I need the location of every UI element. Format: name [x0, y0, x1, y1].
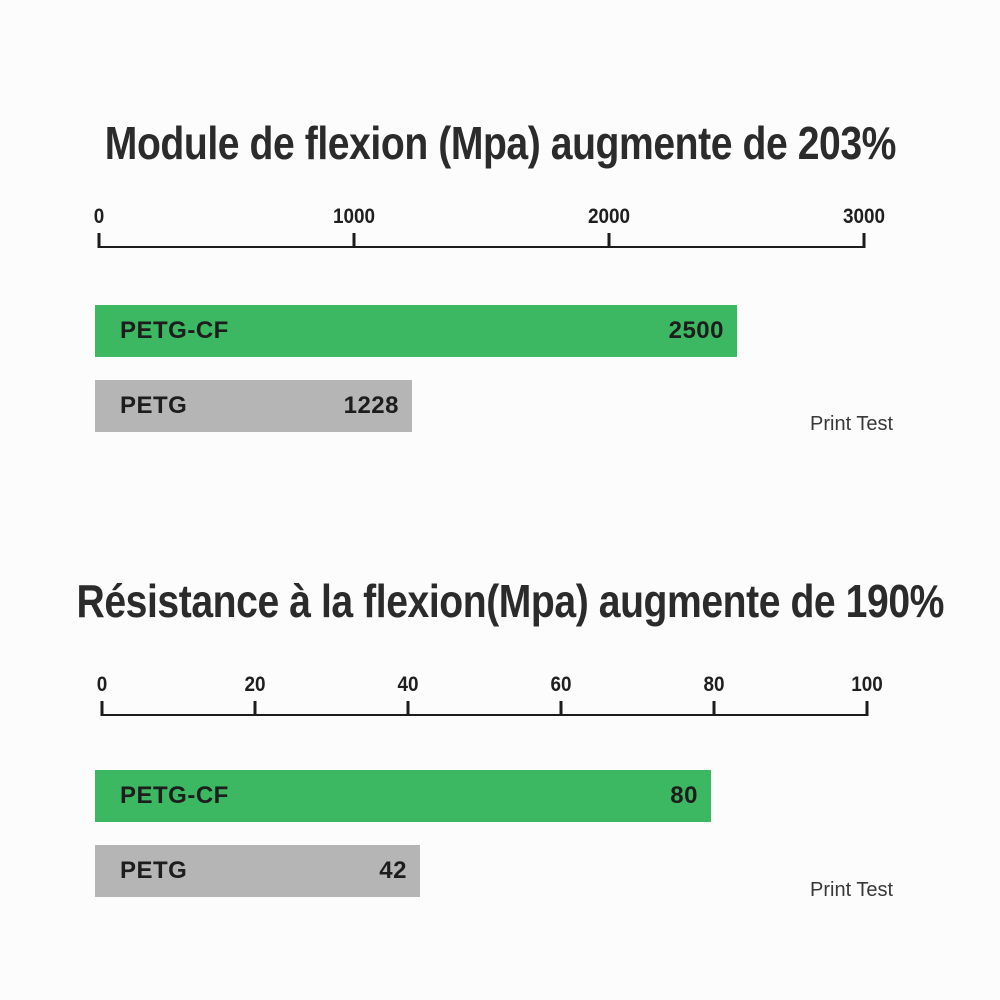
x-axis-tick-mark — [100, 701, 104, 716]
bar-category-label: PETG-CF — [120, 782, 229, 809]
bar-value-label: 42 — [379, 857, 407, 884]
bar-category-label: PETG — [120, 392, 188, 419]
bar-value-label: 80 — [670, 782, 698, 809]
bar-petg: PETG 42 — [95, 845, 420, 897]
bar-area: PETG-CF 80 PETG 42 — [95, 770, 885, 900]
print-test-label: Print Test — [810, 879, 893, 901]
print-test-label: Print Test — [810, 413, 893, 435]
x-axis-tick-mark — [253, 701, 257, 716]
x-axis-tick-label: 60 — [550, 673, 572, 696]
x-axis-tick-label: 100 — [851, 673, 883, 696]
chart-title-text: Résistance à la flexion(Mpa) augmente de… — [76, 575, 945, 627]
x-axis-tick-label: 2000 — [587, 205, 631, 228]
x-axis-tick-label: 1000 — [332, 205, 376, 228]
x-axis-tick-mark — [559, 701, 563, 716]
bar-petg-cf: PETG-CF 80 — [95, 770, 711, 822]
x-axis-tick-mark — [607, 233, 611, 248]
chart-title-text: Module de flexion (Mpa) augmente de 203% — [104, 117, 896, 169]
x-axis-tick-mark — [712, 701, 716, 716]
x-axis: 0 20 40 60 80 100 — [97, 672, 883, 716]
x-axis-tick-mark — [862, 233, 866, 248]
x-axis-tick-label: 20 — [244, 673, 266, 696]
bar-value-label: 1228 — [343, 392, 399, 419]
bar-petg: PETG 1228 — [95, 380, 412, 432]
x-axis-tick-mark — [865, 701, 869, 716]
x-axis-tick-label: 80 — [703, 673, 725, 696]
x-axis-tick-mark — [352, 233, 356, 248]
chart-title: Résistance à la flexion(Mpa) augmente de… — [0, 576, 1000, 626]
x-axis-line — [102, 714, 867, 716]
bar-area: PETG-CF 2500 PETG 1228 — [95, 305, 885, 435]
chart-title: Module de flexion (Mpa) augmente de 203% — [0, 118, 1000, 168]
x-axis-tick-mark — [406, 701, 410, 716]
x-axis-tick-mark — [97, 233, 101, 248]
bar-petg-cf: PETG-CF 2500 — [95, 305, 737, 357]
bar-category-label: PETG — [120, 857, 188, 884]
bar-category-label: PETG-CF — [120, 317, 229, 344]
x-axis-tick-label: 0 — [93, 205, 105, 228]
x-axis-tick-label: 0 — [96, 673, 108, 696]
x-axis-tick-label: 3000 — [842, 205, 886, 228]
bar-value-label: 2500 — [668, 317, 724, 344]
x-axis: 0 1000 2000 3000 — [94, 204, 885, 248]
x-axis-line — [99, 246, 864, 248]
x-axis-tick-label: 40 — [397, 673, 419, 696]
